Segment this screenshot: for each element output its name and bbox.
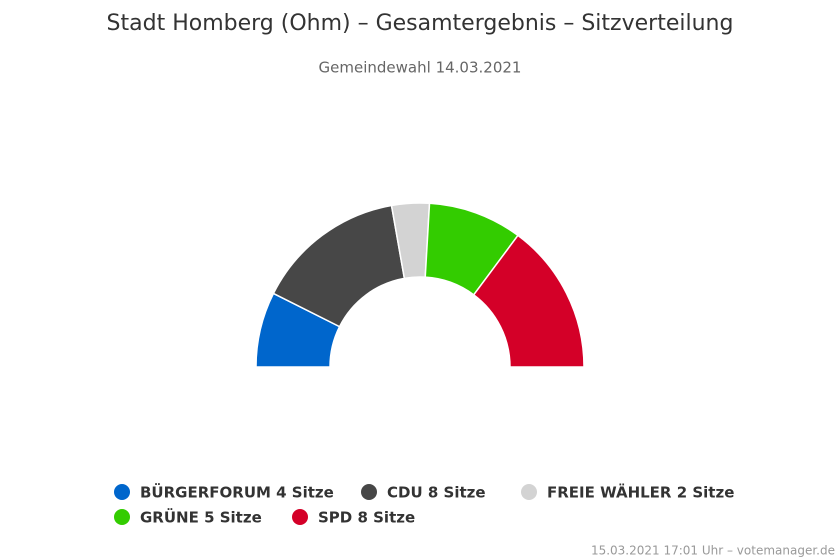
legend-label: SPD 8 Sitze (318, 509, 415, 527)
legend-marker (361, 484, 377, 500)
legend-marker (114, 509, 130, 525)
legend-label: BÜRGERFORUM 4 Sitze (140, 483, 334, 502)
donut-segment (472, 234, 585, 368)
chart-subtitle: Gemeindewahl 14.03.2021 (319, 59, 522, 77)
legend-marker (114, 484, 130, 500)
legend-marker (292, 509, 308, 525)
credits: 15.03.2021 17:01 Uhr – votemanager.de (591, 544, 835, 558)
legend-label: FREIE WÄHLER 2 Sitze (547, 483, 734, 502)
legend-marker (521, 484, 537, 500)
legend-label: CDU 8 Sitze (387, 484, 486, 502)
chart-title: Stadt Homberg (Ohm) – Gesamtergebnis – S… (107, 11, 734, 36)
legend-label: GRÜNE 5 Sitze (140, 508, 262, 527)
